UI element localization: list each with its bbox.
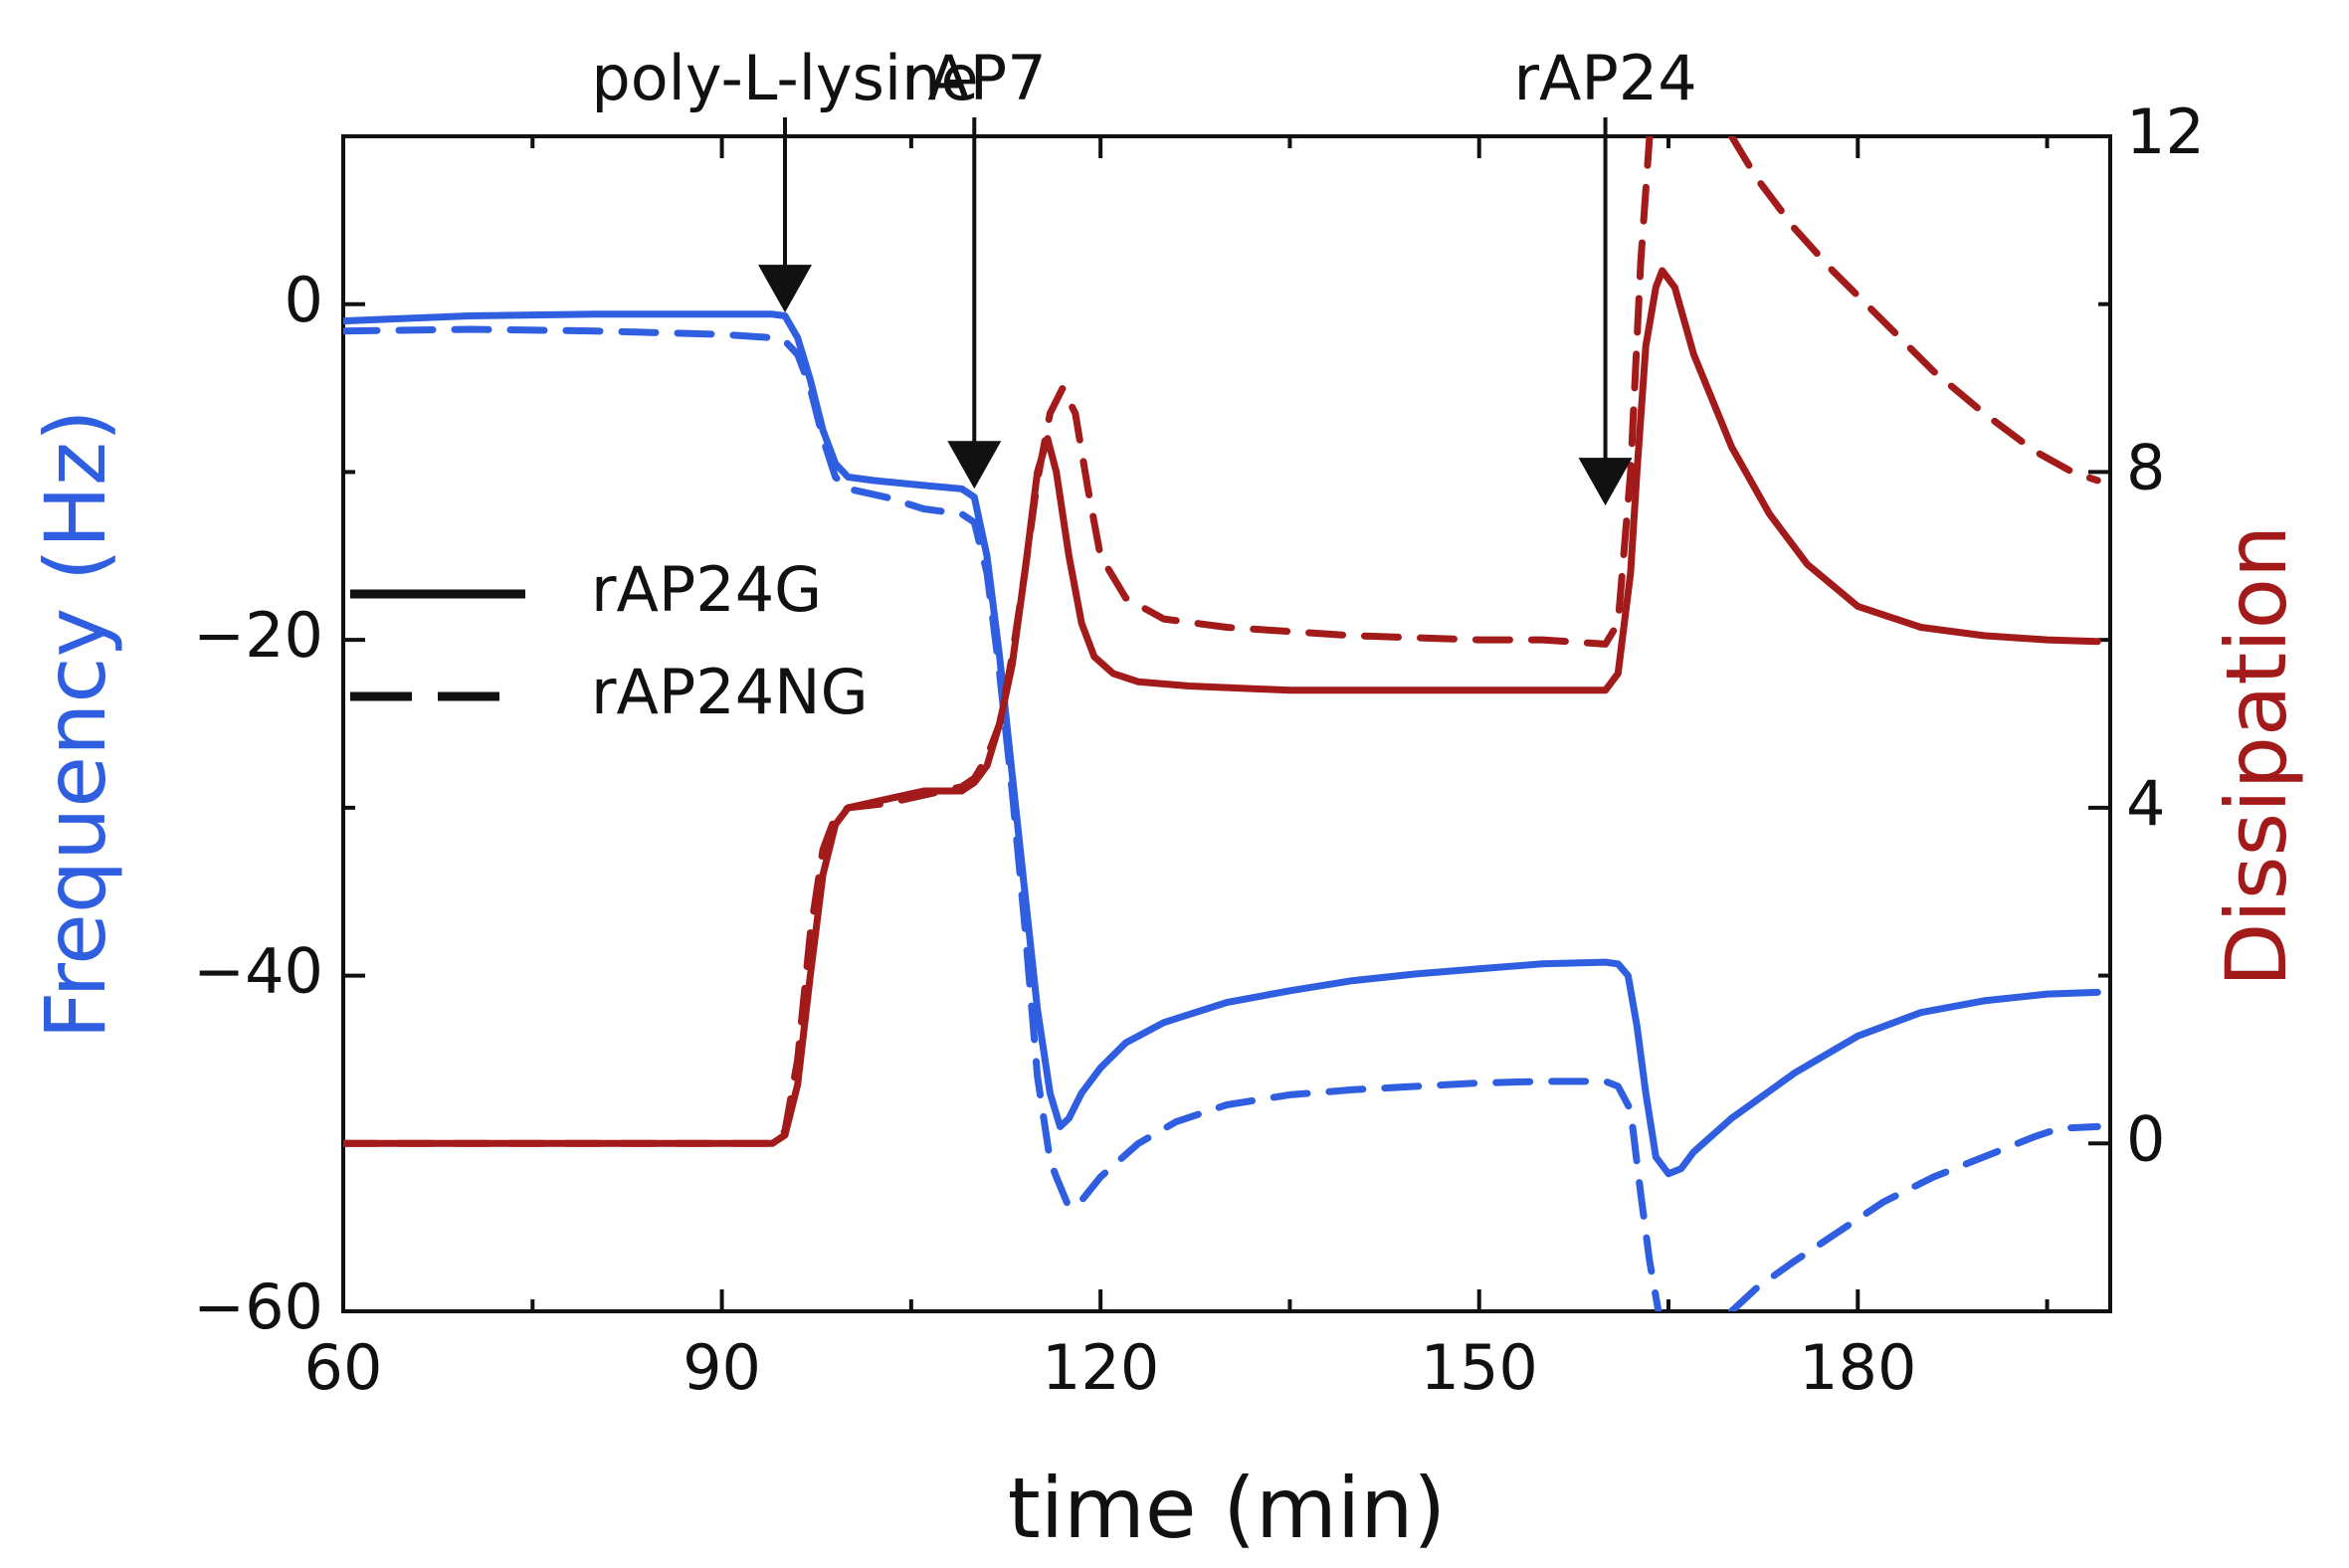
series-line-frequency-rap24g [343,310,2101,1178]
right-y-tick-label: 8 [2126,432,2165,504]
legend-label-rap24ng: rAP24NG [591,656,869,728]
annotation-arrow-head-poly-l-lysine [758,265,812,313]
x-tick-label: 150 [1421,1331,1538,1404]
plot-frame [341,134,2112,1313]
right-y-tick-label: 12 [2126,96,2205,168]
x-tick-label: 180 [1799,1331,1916,1404]
x-tick-label: 90 [683,1331,761,1404]
x-tick-label: 120 [1042,1331,1159,1404]
left-y-tick-label: −20 [193,599,323,672]
series-line-dissipation-rap24ng-decay [1727,136,2101,485]
right-y-tick-label: 0 [2126,1102,2165,1175]
left-y-axis-title: Frequency (Hz) [27,409,124,1039]
left-y-tick-label: 0 [285,264,323,336]
annotation-label-rap7: rAP7 [902,42,1047,114]
left-y-tick-labels: 0 −20 −40 −60 [193,264,323,1343]
annotation-arrow-head-rap7 [947,441,1002,490]
legend-label-rap24g: rAP24G [591,553,822,626]
series-line-dissipation-rap24ng [343,136,1654,1147]
left-y-tick-label: −60 [193,1271,323,1343]
annotation-label-rap24: rAP24 [1513,42,1696,114]
right-y-axis-title: Dissipation [2208,525,2305,988]
series-line-frequency-rap24ng [343,325,1663,1311]
annotation-arrow-head-rap24 [1578,458,1633,506]
annotation-label-poly-l-lysine: poly-L-lysine [591,42,978,114]
legend: rAP24G rAP24NG [350,553,869,728]
series-line-frequency-rap24ng-recovery [1727,1122,2101,1311]
x-tick-label: 60 [304,1331,383,1404]
right-y-tick-label: 4 [2126,767,2165,840]
left-y-tick-label: −40 [193,935,323,1008]
right-y-tick-labels: 0 4 8 12 [2126,96,2205,1175]
x-tick-labels: 60 90 120 150 180 [304,1331,1917,1404]
series-group [343,136,2101,1311]
series-line-dissipation-rap24g [343,267,2101,1147]
x-axis-title: time (min) [1008,1460,1446,1557]
